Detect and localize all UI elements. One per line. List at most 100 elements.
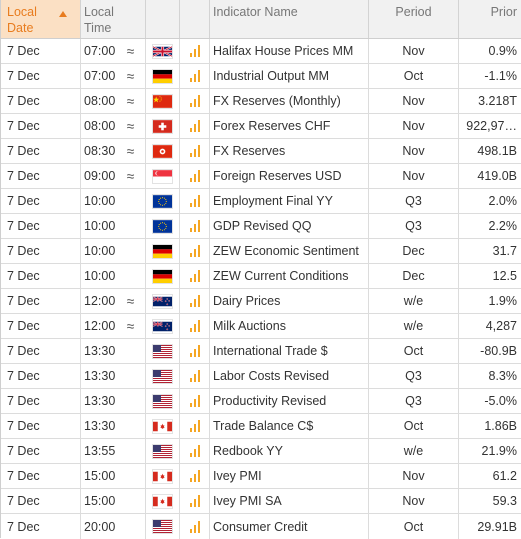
flag-us-icon: [153, 444, 172, 458]
cell-country: [146, 89, 180, 113]
flag-de-icon: [153, 69, 172, 83]
table-row[interactable]: 7 Dec 12:00 ≈ Milk Auctions w/e 4,287: [1, 314, 521, 339]
table-row[interactable]: 7 Dec 20:00 Consumer Credit Oct 29.91B: [1, 514, 521, 539]
cell-indicator-name[interactable]: Redbook YY: [210, 439, 369, 463]
cell-time: 13:30: [84, 344, 116, 358]
cell-indicator-name[interactable]: Halifax House Prices MM: [210, 39, 369, 63]
table-row[interactable]: 7 Dec 13:55 Redbook YY w/e 21.9%: [1, 439, 521, 464]
cell-prior: 0.9%: [488, 44, 518, 58]
cell-indicator-name[interactable]: Productivity Revised: [210, 389, 369, 413]
cell-period: Nov: [369, 464, 459, 488]
table-row[interactable]: 7 Dec 10:00 GDP Revised QQ Q3 2.2%: [1, 214, 521, 239]
cell-time: 08:00: [84, 94, 116, 108]
cell-indicator-name[interactable]: ZEW Economic Sentiment: [210, 239, 369, 263]
cell-volatility: ≈: [116, 114, 146, 138]
column-header-local-date[interactable]: Local Date: [1, 0, 81, 38]
table-row[interactable]: 7 Dec 13:30 Labor Costs Revised Q3 8.3%: [1, 364, 521, 389]
cell-time: 08:30: [84, 144, 116, 158]
table-row[interactable]: 7 Dec 09:00 ≈ Foreign Reserves USD Nov 419.0B: [1, 164, 521, 189]
table-row[interactable]: 7 Dec 08:30 ≈ FX Reserves Nov 498.1B: [1, 139, 521, 164]
cell-indicator-name[interactable]: Forex Reserves CHF: [210, 114, 369, 138]
cell-time: 12:00: [84, 294, 116, 308]
cell-indicator-name[interactable]: ZEW Current Conditions: [210, 264, 369, 288]
cell-indicator-name[interactable]: Foreign Reserves USD: [210, 164, 369, 188]
cell-prior: 419.0B: [477, 169, 517, 183]
cell-date: 7 Dec: [1, 239, 81, 263]
importance-bars-icon: [189, 270, 200, 282]
cell-date: 7 Dec: [1, 414, 81, 438]
cell-period: w/e: [369, 289, 459, 313]
cell-indicator-name[interactable]: Industrial Output MM: [210, 64, 369, 88]
column-header-volatility[interactable]: [116, 0, 146, 38]
cell-indicator-name[interactable]: Dairy Prices: [210, 289, 369, 313]
cell-period: Q3: [369, 214, 459, 238]
flag-hk-icon: [153, 144, 172, 158]
column-header-country[interactable]: [146, 0, 180, 38]
cell-indicator-name[interactable]: Consumer Credit: [210, 514, 369, 539]
cell-importance: [180, 489, 210, 513]
table-row[interactable]: 7 Dec 15:00 Ivey PMI SA Nov 59.3: [1, 489, 521, 514]
cell-period: Nov: [369, 139, 459, 163]
importance-bars-icon: [189, 495, 200, 507]
cell-date: 7 Dec: [1, 39, 81, 63]
cell-country: [146, 64, 180, 88]
table-row[interactable]: 7 Dec 08:00 ≈ FX Reserves (Monthly) Nov 3.218…: [1, 89, 521, 114]
importance-bars-icon: [189, 195, 200, 207]
column-header-period[interactable]: Period: [369, 0, 459, 38]
cell-time: 20:00: [84, 519, 116, 534]
table-row[interactable]: 7 Dec 13:30 International Trade $ Oct -80.9B: [1, 339, 521, 364]
cell-prior: 29.91B: [477, 519, 517, 534]
table-row[interactable]: 7 Dec 13:30 Productivity Revised Q3 -5.0%: [1, 389, 521, 414]
cell-importance: [180, 389, 210, 413]
flag-us-icon: [153, 344, 172, 358]
cell-date: 7 Dec: [1, 464, 81, 488]
table-row[interactable]: 7 Dec 08:00 ≈ Forex Reserves CHF Nov 922,97…: [1, 114, 521, 139]
approx-icon: ≈: [126, 118, 135, 134]
cell-indicator-name[interactable]: Employment Final YY: [210, 189, 369, 213]
cell-importance: [180, 364, 210, 388]
cell-indicator-name[interactable]: Labor Costs Revised: [210, 364, 369, 388]
table-row[interactable]: 7 Dec 15:00 Ivey PMI Nov 61.2: [1, 464, 521, 489]
header-date-line1: Local: [7, 5, 37, 19]
table-row[interactable]: 7 Dec 13:30 Trade Balance C$ Oct 1.86B: [1, 414, 521, 439]
cell-period: Nov: [369, 39, 459, 63]
importance-bars-icon: [189, 320, 200, 332]
table-row[interactable]: 7 Dec 07:00 ≈ Industrial Output MM Oct -1.1%: [1, 64, 521, 89]
cell-indicator-name[interactable]: GDP Revised QQ: [210, 214, 369, 238]
cell-date: 7 Dec: [1, 164, 81, 188]
cell-date: 7 Dec: [1, 339, 81, 363]
cell-prior: 59.3: [492, 494, 517, 508]
cell-indicator-name[interactable]: FX Reserves (Monthly): [210, 89, 369, 113]
cell-country: [146, 339, 180, 363]
cell-time: 10:00: [84, 194, 116, 208]
table-row[interactable]: 7 Dec 10:00 Employment Final YY Q3 2.0%: [1, 189, 521, 214]
flag-ca-icon: [153, 495, 172, 508]
cell-prior: 498.1B: [477, 144, 517, 158]
column-header-local-time[interactable]: Local Time: [81, 0, 116, 38]
importance-bars-icon: [189, 145, 200, 157]
cell-volatility: [116, 364, 146, 388]
cell-importance: [180, 289, 210, 313]
table-row[interactable]: 7 Dec 12:00 ≈ Dairy Prices w/e 1.9%: [1, 289, 521, 314]
cell-prior: 922,97…: [466, 119, 517, 133]
cell-indicator-name[interactable]: Trade Balance C$: [210, 414, 369, 438]
column-header-indicator-name[interactable]: Indicator Name: [210, 0, 369, 38]
cell-time: 13:55: [84, 444, 116, 458]
cell-indicator-name[interactable]: Milk Auctions: [210, 314, 369, 338]
column-header-importance[interactable]: [180, 0, 210, 38]
cell-indicator-name[interactable]: FX Reserves: [210, 139, 369, 163]
cell-date: 7 Dec: [1, 389, 81, 413]
table-row[interactable]: 7 Dec 10:00 ZEW Economic Sentiment Dec 31.7: [1, 239, 521, 264]
approx-icon: ≈: [126, 168, 135, 184]
cell-period: Dec: [369, 264, 459, 288]
table-row[interactable]: 7 Dec 07:00 ≈ Halifax House Prices MM Nov 0.9…: [1, 39, 521, 64]
cell-volatility: [116, 489, 146, 513]
cell-country: [146, 239, 180, 263]
column-header-prior[interactable]: Prior: [459, 0, 521, 38]
table-row[interactable]: 7 Dec 10:00 ZEW Current Conditions Dec 12.5: [1, 264, 521, 289]
cell-indicator-name[interactable]: International Trade $: [210, 339, 369, 363]
cell-indicator-name[interactable]: Ivey PMI: [210, 464, 369, 488]
cell-prior: 4,287: [485, 319, 517, 333]
cell-indicator-name[interactable]: Ivey PMI SA: [210, 489, 369, 513]
importance-bars-icon: [189, 70, 200, 82]
